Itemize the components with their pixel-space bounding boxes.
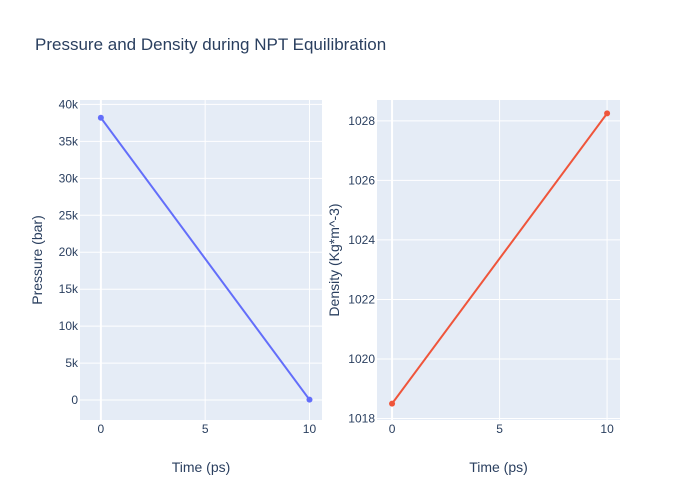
density-ytick-label-5: 1028 — [348, 114, 375, 128]
density-xtick-label-0: 0 — [389, 422, 396, 436]
density-point-0 — [389, 400, 396, 407]
pressure-xtick-label-2: 10 — [303, 422, 317, 436]
density-ytick-label-2: 1022 — [348, 292, 375, 306]
density-ytick-label-1: 1020 — [348, 352, 375, 366]
pressure-ytick-label-2: 10k — [59, 319, 79, 333]
pressure-y-axis-title: Pressure (bar) — [29, 215, 45, 304]
density-y-axis-title: Density (Kg*m^-3) — [326, 203, 342, 316]
density-ytick-label-0: 1018 — [348, 412, 375, 426]
density-series-line — [391, 112, 608, 405]
pressure-xtick-label-0: 0 — [98, 422, 105, 436]
pressure-ytick-label-5: 25k — [59, 208, 79, 222]
pressure-plot-area — [80, 100, 322, 420]
chart-title: Pressure and Density during NPT Equilibr… — [35, 35, 386, 54]
pressure-point-0 — [97, 114, 104, 121]
pressure-ytick-label-3: 15k — [59, 282, 79, 296]
pressure-subplot: 0 5k 10k 15k 20k 25k 30k 35k 40k 0 5 10 Time (ps) Pre… — [29, 97, 322, 475]
pressure-ytick-label-6: 30k — [59, 171, 79, 185]
pressure-x-axis-title: Time (ps) — [172, 459, 231, 475]
density-point-1 — [604, 110, 611, 117]
pressure-series-line — [100, 117, 311, 401]
pressure-ytick-label-8: 40k — [59, 97, 79, 111]
density-xtick-label-1: 5 — [496, 422, 503, 436]
pressure-point-1 — [306, 396, 313, 403]
density-ytick-label-4: 1026 — [348, 173, 375, 187]
pressure-ytick-label-4: 20k — [59, 245, 79, 259]
pressure-xtick-label-1: 5 — [202, 422, 209, 436]
pressure-ytick-label-7: 35k — [59, 134, 79, 148]
density-ytick-label-3: 1024 — [348, 233, 375, 247]
pressure-ytick-label-0: 0 — [71, 393, 78, 407]
density-subplot: 1018 1020 1022 1024 1026 1028 0 5 10 Time (ps) Den… — [326, 100, 620, 475]
pressure-ytick-label-1: 5k — [65, 356, 79, 370]
density-xtick-label-2: 10 — [600, 422, 614, 436]
density-x-axis-title: Time (ps) — [469, 459, 528, 475]
